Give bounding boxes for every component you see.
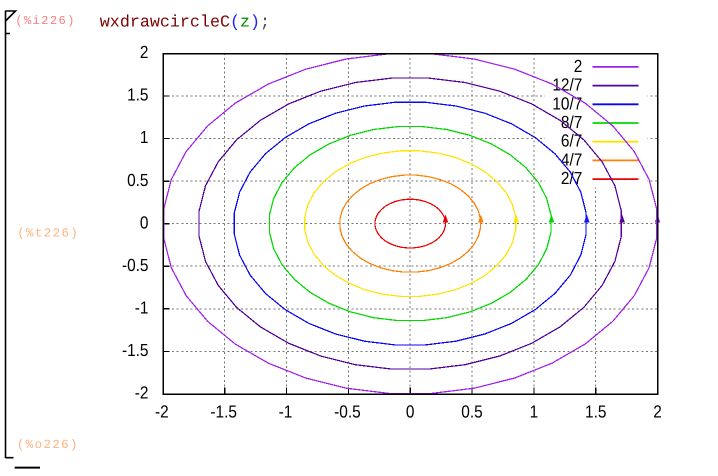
svg-text:-1: -1 [135,298,149,318]
svg-text:6/7: 6/7 [561,131,582,151]
svg-text:-0.5: -0.5 [122,255,149,275]
svg-text:(%t226): (%t226) [17,227,79,241]
svg-text:2/7: 2/7 [561,168,582,188]
svg-text:-2: -2 [135,383,149,403]
svg-text:-2: -2 [155,402,169,422]
svg-text:8/7: 8/7 [561,112,582,132]
svg-text:4/7: 4/7 [561,149,582,169]
svg-text:1: 1 [530,402,539,422]
svg-text:(%o226): (%o226) [17,438,79,452]
svg-text:wxdrawcircleC(z);: wxdrawcircleC(z); [100,14,270,33]
svg-text:-1: -1 [279,402,293,422]
svg-text:2: 2 [653,402,662,422]
svg-text:-1.5: -1.5 [210,402,237,422]
svg-text:0.5: 0.5 [127,170,148,190]
svg-text:0: 0 [140,212,149,232]
svg-text:1: 1 [140,127,149,147]
svg-text:0: 0 [406,402,415,422]
svg-text:-1.5: -1.5 [122,340,149,360]
svg-text:0.5: 0.5 [461,402,482,422]
svg-text:2: 2 [140,42,149,62]
svg-text:1.5: 1.5 [127,85,148,105]
svg-text:(%i226): (%i226) [15,14,76,28]
svg-text:-0.5: -0.5 [334,402,361,422]
svg-text:10/7: 10/7 [552,93,582,113]
svg-text:2: 2 [574,56,583,76]
svg-text:1.5: 1.5 [585,402,606,422]
svg-text:12/7: 12/7 [552,75,582,95]
